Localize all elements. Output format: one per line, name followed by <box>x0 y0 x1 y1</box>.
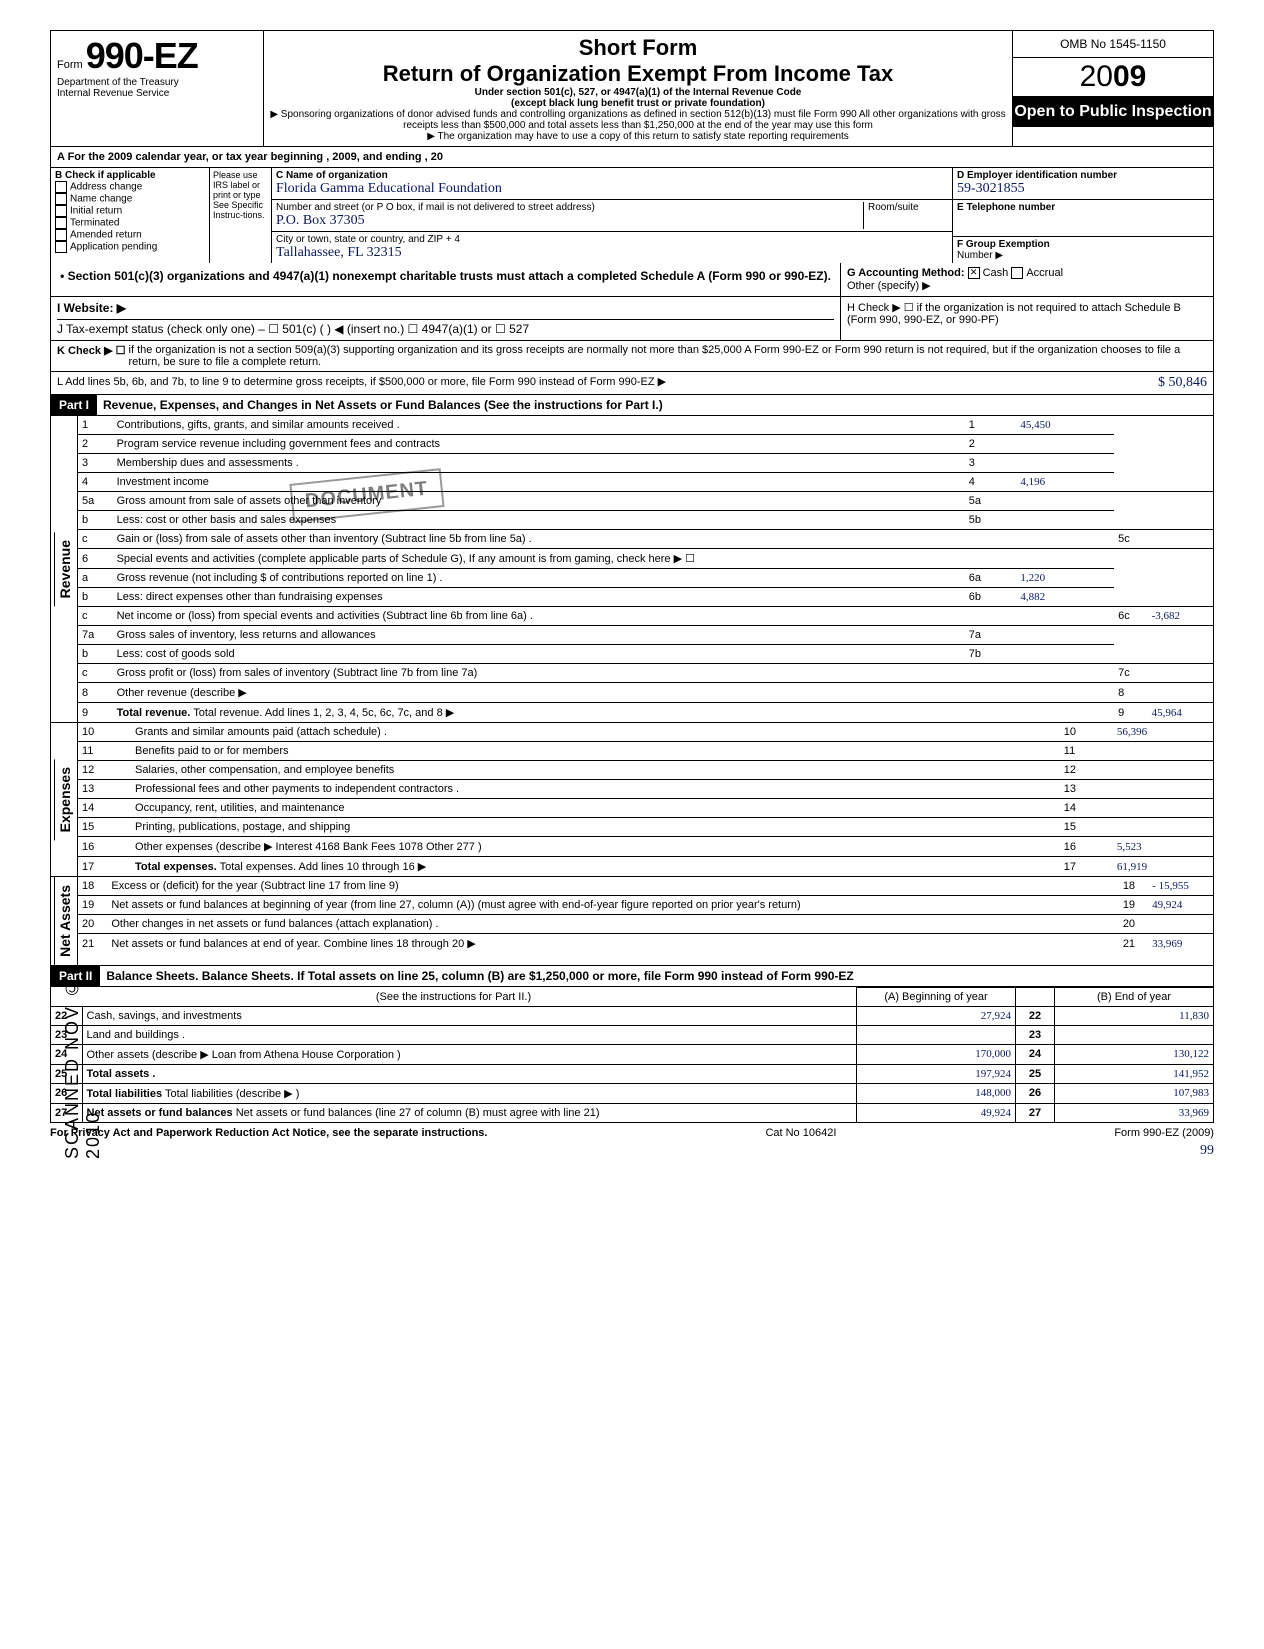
omb-number: OMB No 1545-1150 <box>1013 31 1213 58</box>
chk-amended[interactable]: Amended return <box>55 229 205 241</box>
netassets-side-label: Net Assets <box>54 877 75 965</box>
return-title: Return of Organization Exempt From Incom… <box>270 61 1006 87</box>
sub4: ▶ The organization may have to use a cop… <box>270 131 1006 142</box>
footer: For Privacy Act and Paperwork Reduction … <box>50 1123 1214 1143</box>
sub1: Under section 501(c), 527, or 4947(a)(1)… <box>270 87 1006 98</box>
please-label: Please use IRS label or print or type Se… <box>210 168 272 263</box>
page-note: 99 <box>50 1143 1214 1159</box>
chk-initial[interactable]: Initial return <box>55 205 205 217</box>
bullet-text: • Section 501(c)(3) organizations and 49… <box>51 263 840 296</box>
revenue-section: DOCUMENT Revenue 1Contributions, gifts, … <box>50 416 1214 723</box>
revenue-side-label: Revenue <box>54 532 75 606</box>
addr: P.O. Box 37305 <box>276 213 863 229</box>
f-label2: Number ▶ <box>957 250 1209 261</box>
form-prefix: Form <box>57 59 83 71</box>
sub3: ▶ Sponsoring organizations of donor advi… <box>270 109 1006 131</box>
g-label: G Accounting Method: <box>847 267 965 279</box>
chk-terminated[interactable]: Terminated <box>55 217 205 229</box>
ein: 59-3021855 <box>957 181 1209 197</box>
open-to-public: Open to Public Inspection <box>1013 97 1213 127</box>
city-label: City or town, state or country, and ZIP … <box>276 234 948 245</box>
bullet-section: • Section 501(c)(3) organizations and 49… <box>50 263 1214 297</box>
b-title: B Check if applicable <box>55 170 205 181</box>
org-name: Florida Gamma Educational Foundation <box>276 181 948 197</box>
g-other: Other (specify) ▶ <box>847 279 1207 292</box>
footer-mid: Cat No 10642I <box>765 1127 836 1139</box>
section-bcd: B Check if applicable Address change Nam… <box>50 168 1214 263</box>
room-label: Room/suite <box>863 202 948 229</box>
treasury-1: Department of the Treasury <box>57 77 257 88</box>
balance-sheet-table: (See the instructions for Part II.) (A) … <box>50 987 1214 1123</box>
sub2: (except black lung benefit trust or priv… <box>270 98 1006 109</box>
line-a: A For the 2009 calendar year, or tax yea… <box>50 146 1214 168</box>
part1-header: Part I Revenue, Expenses, and Changes in… <box>50 395 1214 416</box>
d-label: D Employer identification number <box>957 170 1209 181</box>
short-form-title: Short Form <box>270 35 1006 61</box>
e-label: E Telephone number <box>957 202 1209 213</box>
expenses-section: Expenses 10Grants and similar amounts pa… <box>50 723 1214 877</box>
chk-accrual[interactable] <box>1011 267 1023 279</box>
line-i: I Website: ▶ <box>57 301 834 315</box>
form-container: SCANNED NOV © 2010 Form 990-EZ Departmen… <box>50 30 1214 1159</box>
city: Tallahassee, FL 32315 <box>276 245 948 261</box>
c-label: C Name of organization <box>276 170 948 181</box>
netassets-section: Net Assets 18Excess or (deficit) for the… <box>50 877 1214 966</box>
line-h: H Check ▶ ☐ if the organization is not r… <box>840 297 1213 340</box>
chk-cash[interactable] <box>968 267 980 279</box>
form-number: 990-EZ <box>86 35 198 76</box>
footer-right: Form 990-EZ (2009) <box>1114 1127 1214 1139</box>
form-header: Form 990-EZ Department of the Treasury I… <box>50 30 1214 146</box>
footer-left: For Privacy Act and Paperwork Reduction … <box>50 1127 487 1139</box>
treasury-2: Internal Revenue Service <box>57 88 257 99</box>
f-label: F Group Exemption <box>957 239 1209 250</box>
line-j: J Tax-exempt status (check only one) – ☐… <box>57 319 834 336</box>
expenses-side-label: Expenses <box>54 759 75 840</box>
line-k: K Check ▶ ☐ if the organization is not a… <box>50 341 1214 372</box>
chk-pending[interactable]: Application pending <box>55 241 205 253</box>
tax-year: 2009 <box>1013 58 1213 97</box>
chk-name[interactable]: Name change <box>55 193 205 205</box>
line-l: L Add lines 5b, 6b, and 7b, to line 9 to… <box>50 372 1214 395</box>
part2-header: Part II Balance Sheets. Balance Sheets. … <box>50 966 1214 987</box>
chk-address[interactable]: Address change <box>55 181 205 193</box>
addr-label: Number and street (or P O box, if mail i… <box>276 202 863 213</box>
